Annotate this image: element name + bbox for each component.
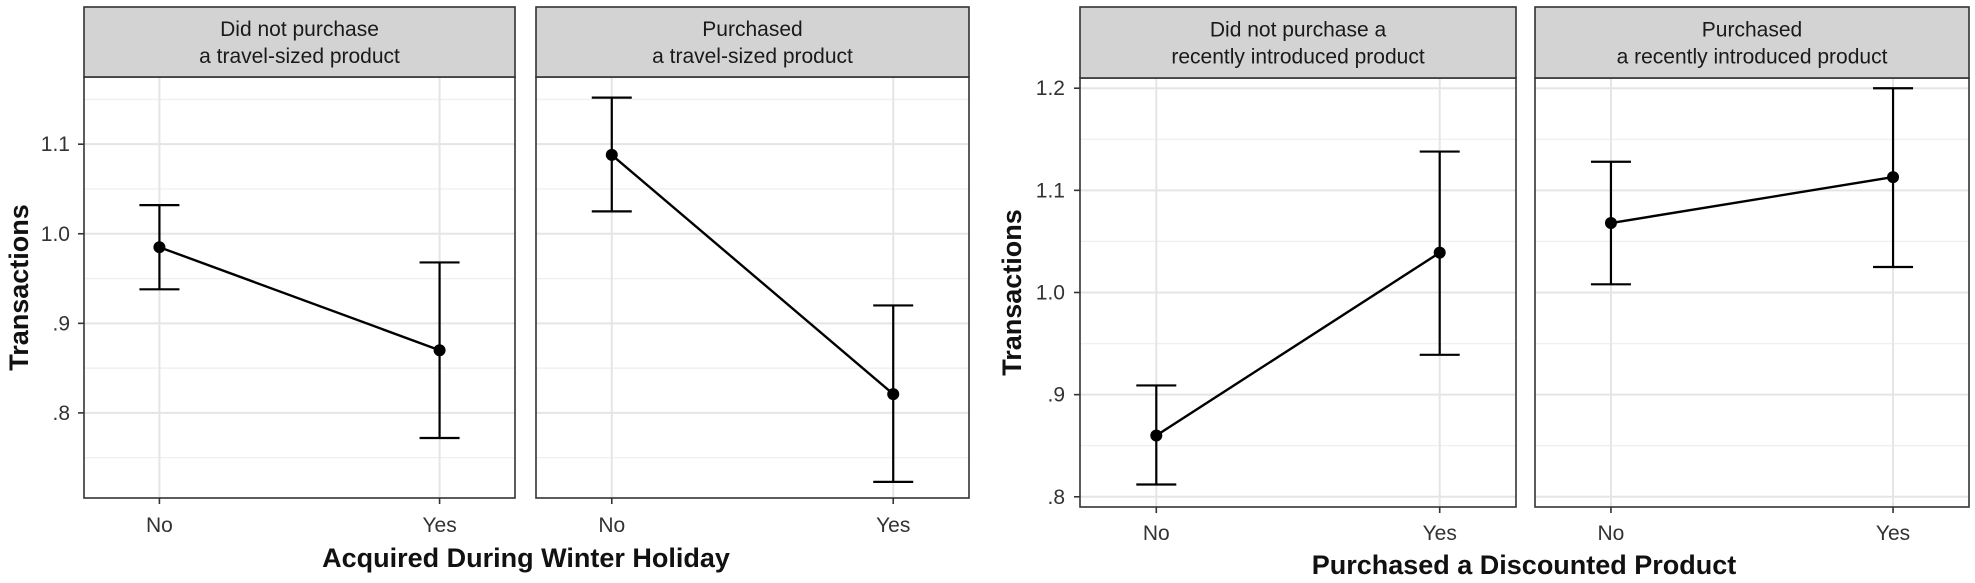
y-tick-label: 1.1 (41, 133, 70, 156)
y-axis-title: Transactions (4, 204, 34, 371)
facet-strip (1079, 6, 1517, 79)
facet-strip-label-line1: Purchased (702, 18, 802, 41)
series-line (1610, 175, 1894, 225)
data-point (433, 344, 446, 357)
panel-background (536, 77, 969, 498)
facet-strip (1534, 6, 1970, 79)
x-tick-label: Yes (422, 514, 456, 537)
data-point (1887, 171, 1900, 184)
data-point (1433, 246, 1446, 259)
facet-strip-label-line2: a recently introduced product (1617, 46, 1888, 69)
data-point (1150, 429, 1163, 442)
facet-strip (535, 6, 970, 78)
data-point (887, 388, 900, 401)
y-tick-label: .8 (52, 402, 70, 425)
x-tick-label: No (1143, 522, 1170, 545)
data-point (1604, 217, 1617, 230)
series-line (610, 154, 895, 396)
facet-strip (83, 6, 516, 78)
x-tick-label: No (1598, 522, 1625, 545)
y-tick-label: .9 (1047, 384, 1065, 407)
facet-strip-label-line1: Purchased (1702, 19, 1802, 42)
x-tick-label: No (146, 514, 173, 537)
x-tick-label: Yes (876, 514, 910, 537)
y-tick-label: 1.2 (1036, 77, 1065, 100)
x-tick-label: Yes (1423, 522, 1457, 545)
facet-strip-label-line1: Did not purchase a (1210, 19, 1387, 42)
data-point (153, 241, 166, 254)
y-axis-title: Transactions (997, 209, 1027, 376)
x-tick-label: Yes (1876, 522, 1910, 545)
facet-strip-label-line2: recently introduced product (1171, 46, 1424, 69)
facet-strip-label-line2: a travel-sized product (652, 45, 853, 68)
facet-strip-label-line1: Did not purchase (220, 18, 379, 41)
series-line (1155, 251, 1441, 437)
series-line (159, 246, 440, 352)
x-axis-title: Purchased a Discounted Product (1312, 550, 1737, 578)
y-tick-label: .9 (52, 312, 70, 335)
y-tick-label: 1.0 (41, 223, 70, 246)
y-tick-label: 1.0 (1036, 282, 1065, 305)
data-point (605, 148, 618, 161)
y-tick-label: .8 (1047, 486, 1065, 509)
facet-strip-label-line2: a travel-sized product (199, 45, 400, 68)
y-tick-label: 1.1 (1036, 179, 1065, 202)
x-tick-label: No (598, 514, 625, 537)
x-axis-title: Acquired During Winter Holiday (322, 543, 730, 573)
panel-background (84, 77, 515, 498)
